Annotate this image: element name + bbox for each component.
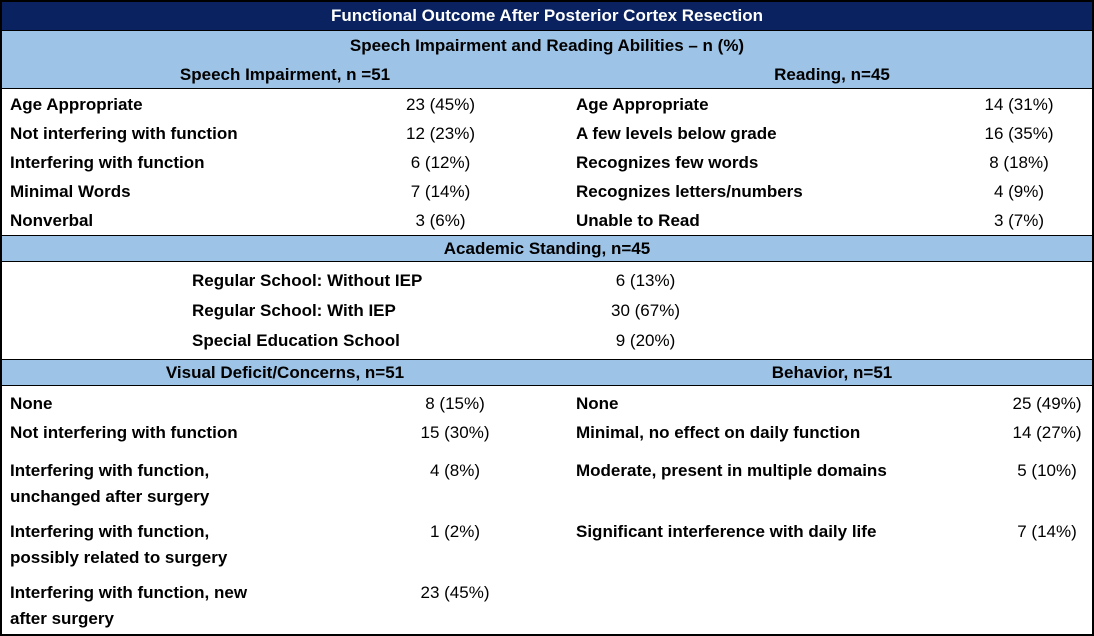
academic-row-label: Regular School: With IEP [192,301,396,320]
academic-standing-header: Academic Standing, n=45 [2,235,1092,262]
speech-reading-section-header: Speech Impairment and Reading Abilities … [349,35,745,55]
table-title-bar: Functional Outcome After Posterior Corte… [2,2,1092,31]
reading-row-label: Unable to Read [576,210,700,230]
academic-row-label: Regular School: Without IEP [192,271,423,290]
reading-row-label: Recognizes few words [576,152,759,172]
behavior-row-label: Significant interference with daily life [576,522,877,541]
speech-row-label: Minimal Words [10,181,131,201]
visual-behavior-header-band: Visual Deficit/Concerns, n=51 Behavior, … [2,359,1092,386]
reading-row-label: Age Appropriate [576,94,709,114]
speech-reading-header-band: Speech Impairment and Reading Abilities … [2,31,1092,89]
table-row: Not interfering with function 15 (30%) M… [2,420,1092,449]
academic-standing-rows: Regular School: Without IEP 6 (13%) Regu… [2,262,1092,359]
visual-row-label: Interfering with function, possibly rela… [10,522,228,567]
table-row: Interfering with function, new after sur… [2,580,1092,632]
table-row: Minimal Words 7 (14%) Recognizes letters… [2,177,1092,206]
speech-row-label: Interfering with function [10,152,205,172]
table-row: Interfering with function, unchanged aft… [2,458,1092,510]
speech-row-label: Nonverbal [10,210,94,230]
visual-row-label: None [10,394,53,413]
table-row: Special Education School 9 (20%) [2,326,1092,356]
reading-row-value: 3 (7%) [993,210,1045,230]
academic-row-value: 30 (67%) [611,301,680,320]
speech-row-value: 7 (14%) [410,181,471,201]
visual-row-value: 15 (30%) [420,423,490,442]
speech-row-value: 12 (23%) [406,123,475,143]
reading-row-label: A few levels below grade [576,123,777,143]
reading-row-value: 16 (35%) [984,123,1054,143]
reading-column-header: Reading, n=45 [774,64,890,84]
behavior-row-label: Moderate, present in multiple domains [576,461,887,480]
behavior-row-value: 25 (49%) [1012,394,1082,413]
behavior-column-header: Behavior, n=51 [771,362,893,382]
table-row: None 8 (15%) None 25 (49%) [2,391,1092,420]
reading-row-value: 4 (9%) [993,181,1045,201]
speech-row-label: Age Appropriate [10,94,143,114]
academic-row-value: 6 (13%) [615,271,676,290]
behavior-row-label: None [576,394,619,413]
speech-row-value: 3 (6%) [415,210,466,230]
behavior-row-value: 5 (10%) [1017,461,1077,480]
behavior-row-value: 7 (14%) [1017,522,1077,541]
table-row: Interfering with function 6 (12%) Recogn… [2,148,1092,177]
behavior-row-label: Minimal, no effect on daily function [576,423,861,442]
visual-behavior-rows: None 8 (15%) None 25 (49%) Not interferi… [2,386,1092,632]
speech-row-value: 6 (12%) [410,152,471,172]
speech-row-label: Not interfering with function [10,123,238,143]
speech-reading-column-headers: Speech Impairment, n =51 Reading, n=45 [2,60,1092,89]
visual-row-value: 23 (45%) [420,583,490,602]
speech-column-header: Speech Impairment, n =51 [179,64,391,84]
academic-row-value: 9 (20%) [615,331,676,350]
reading-row-value: 14 (31%) [984,94,1054,114]
table-row: Not interfering with function 12 (23%) A… [2,119,1092,148]
visual-row-label: Not interfering with function [10,423,238,442]
visual-row-value: 4 (8%) [429,461,481,480]
visual-deficit-column-header: Visual Deficit/Concerns, n=51 [165,362,405,382]
table-title: Functional Outcome After Posterior Corte… [331,6,763,25]
table-row: Nonverbal 3 (6%) Unable to Read 3 (7%) [2,206,1092,235]
visual-row-label: Interfering with function, unchanged aft… [10,461,210,506]
speech-row-value: 23 (45%) [406,94,475,114]
reading-row-label: Recognizes letters/numbers [576,181,803,201]
academic-row-label: Special Education School [192,331,400,350]
visual-row-value: 1 (2%) [429,522,481,541]
table-row: Interfering with function, possibly rela… [2,519,1092,571]
visual-row-value: 8 (15%) [425,394,485,413]
reading-row-value: 8 (18%) [989,152,1049,172]
behavior-row-value: 14 (27%) [1012,423,1082,442]
table-row: Regular School: With IEP 30 (67%) [2,296,1092,326]
table-row: Age Appropriate 23 (45%) Age Appropriate… [2,90,1092,119]
visual-row-label: Interfering with function, new after sur… [10,583,248,628]
table-row: Regular School: Without IEP 6 (13%) [2,266,1092,296]
speech-reading-rows: Age Appropriate 23 (45%) Age Appropriate… [2,89,1092,235]
